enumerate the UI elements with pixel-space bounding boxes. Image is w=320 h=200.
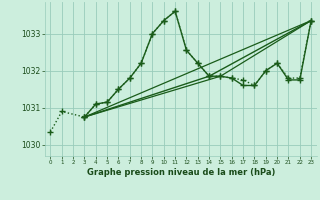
X-axis label: Graphe pression niveau de la mer (hPa): Graphe pression niveau de la mer (hPa) — [87, 168, 275, 177]
